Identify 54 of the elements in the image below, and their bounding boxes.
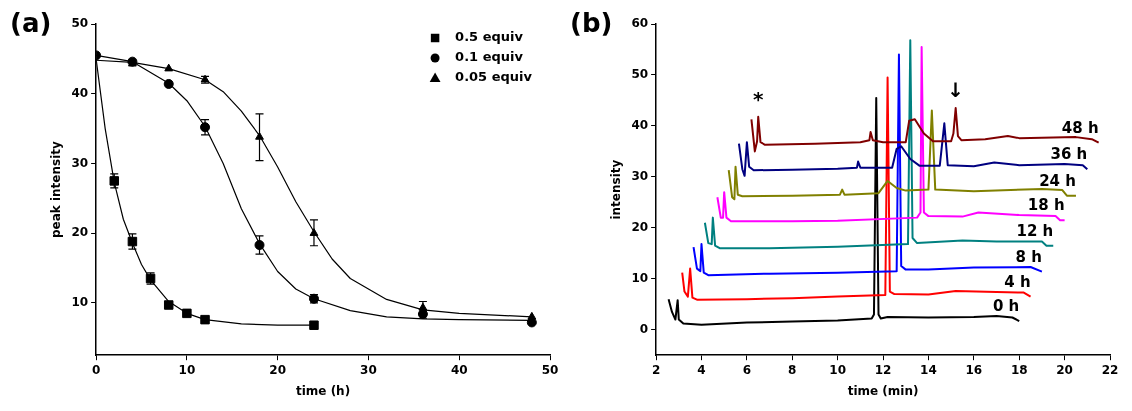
x-tick-label: 10: [829, 362, 847, 377]
y-tick-label: 50: [631, 67, 649, 82]
y-axis-title: peak intensity: [49, 140, 64, 239]
point: [527, 311, 537, 320]
series-label: 8 h: [1015, 247, 1042, 266]
y-tick-label: 30: [71, 155, 89, 170]
annotation: *: [752, 86, 764, 111]
y-tick-label: 60: [631, 16, 649, 31]
series-label: 12 h: [1016, 221, 1054, 240]
y-tick-label: 50: [71, 16, 89, 31]
x-tick-label: 4: [697, 362, 706, 377]
x-tick-label: 2: [651, 362, 661, 377]
y-tick-label: 20: [71, 225, 89, 240]
x-tick-label: 50: [541, 362, 559, 377]
point: [163, 300, 174, 310]
series-label: 24 h: [1039, 171, 1076, 190]
x-tick-label: 30: [360, 362, 377, 377]
y-tick-label: 0: [639, 321, 649, 336]
x-tick-label: 16: [965, 362, 983, 377]
x-axis-title: time (min): [847, 383, 919, 398]
x-axis-title: time (h): [295, 383, 351, 398]
x-tick-label: 0: [91, 362, 101, 377]
x-tick-label: 20: [1056, 362, 1073, 377]
series-label: 48 h: [1061, 118, 1099, 137]
x-tick-label: 14: [920, 362, 937, 377]
legend-label: 0.05 equiv: [455, 69, 533, 85]
x-tick-label: 22: [1101, 362, 1119, 377]
series-label: 0 h: [992, 297, 1020, 316]
point: [182, 308, 192, 319]
y-tick-label: 40: [71, 85, 89, 100]
y-tick-label: 30: [631, 168, 649, 183]
x-tick-label: 6: [742, 362, 752, 377]
y-tick-label: 10: [631, 270, 649, 285]
legend-label: 0.1 equiv: [455, 49, 524, 65]
y-axis-title: intensity: [609, 159, 624, 220]
series-label: 4 h: [1004, 272, 1031, 291]
x-tick-label: 20: [269, 362, 287, 377]
series-label: 18 h: [1027, 196, 1065, 215]
x-tick-label: 8: [788, 362, 797, 377]
y-tick-label: 20: [631, 219, 649, 234]
series-label: 36 h: [1050, 145, 1088, 164]
legend-label: 0.5 equiv: [455, 29, 524, 45]
annotation: ↓: [947, 78, 965, 103]
x-tick-label: 12: [874, 362, 892, 377]
point: [164, 63, 174, 72]
x-tick-label: 40: [450, 362, 468, 377]
y-tick-label: 40: [631, 118, 649, 133]
chart-title: (a): [10, 7, 52, 38]
point: [200, 314, 210, 325]
x-tick-label: 10: [178, 362, 196, 377]
y-tick-label: 10: [71, 295, 89, 310]
chart-title: (b): [570, 7, 613, 38]
x-tick-label: 18: [1010, 362, 1028, 377]
point: [309, 320, 319, 330]
